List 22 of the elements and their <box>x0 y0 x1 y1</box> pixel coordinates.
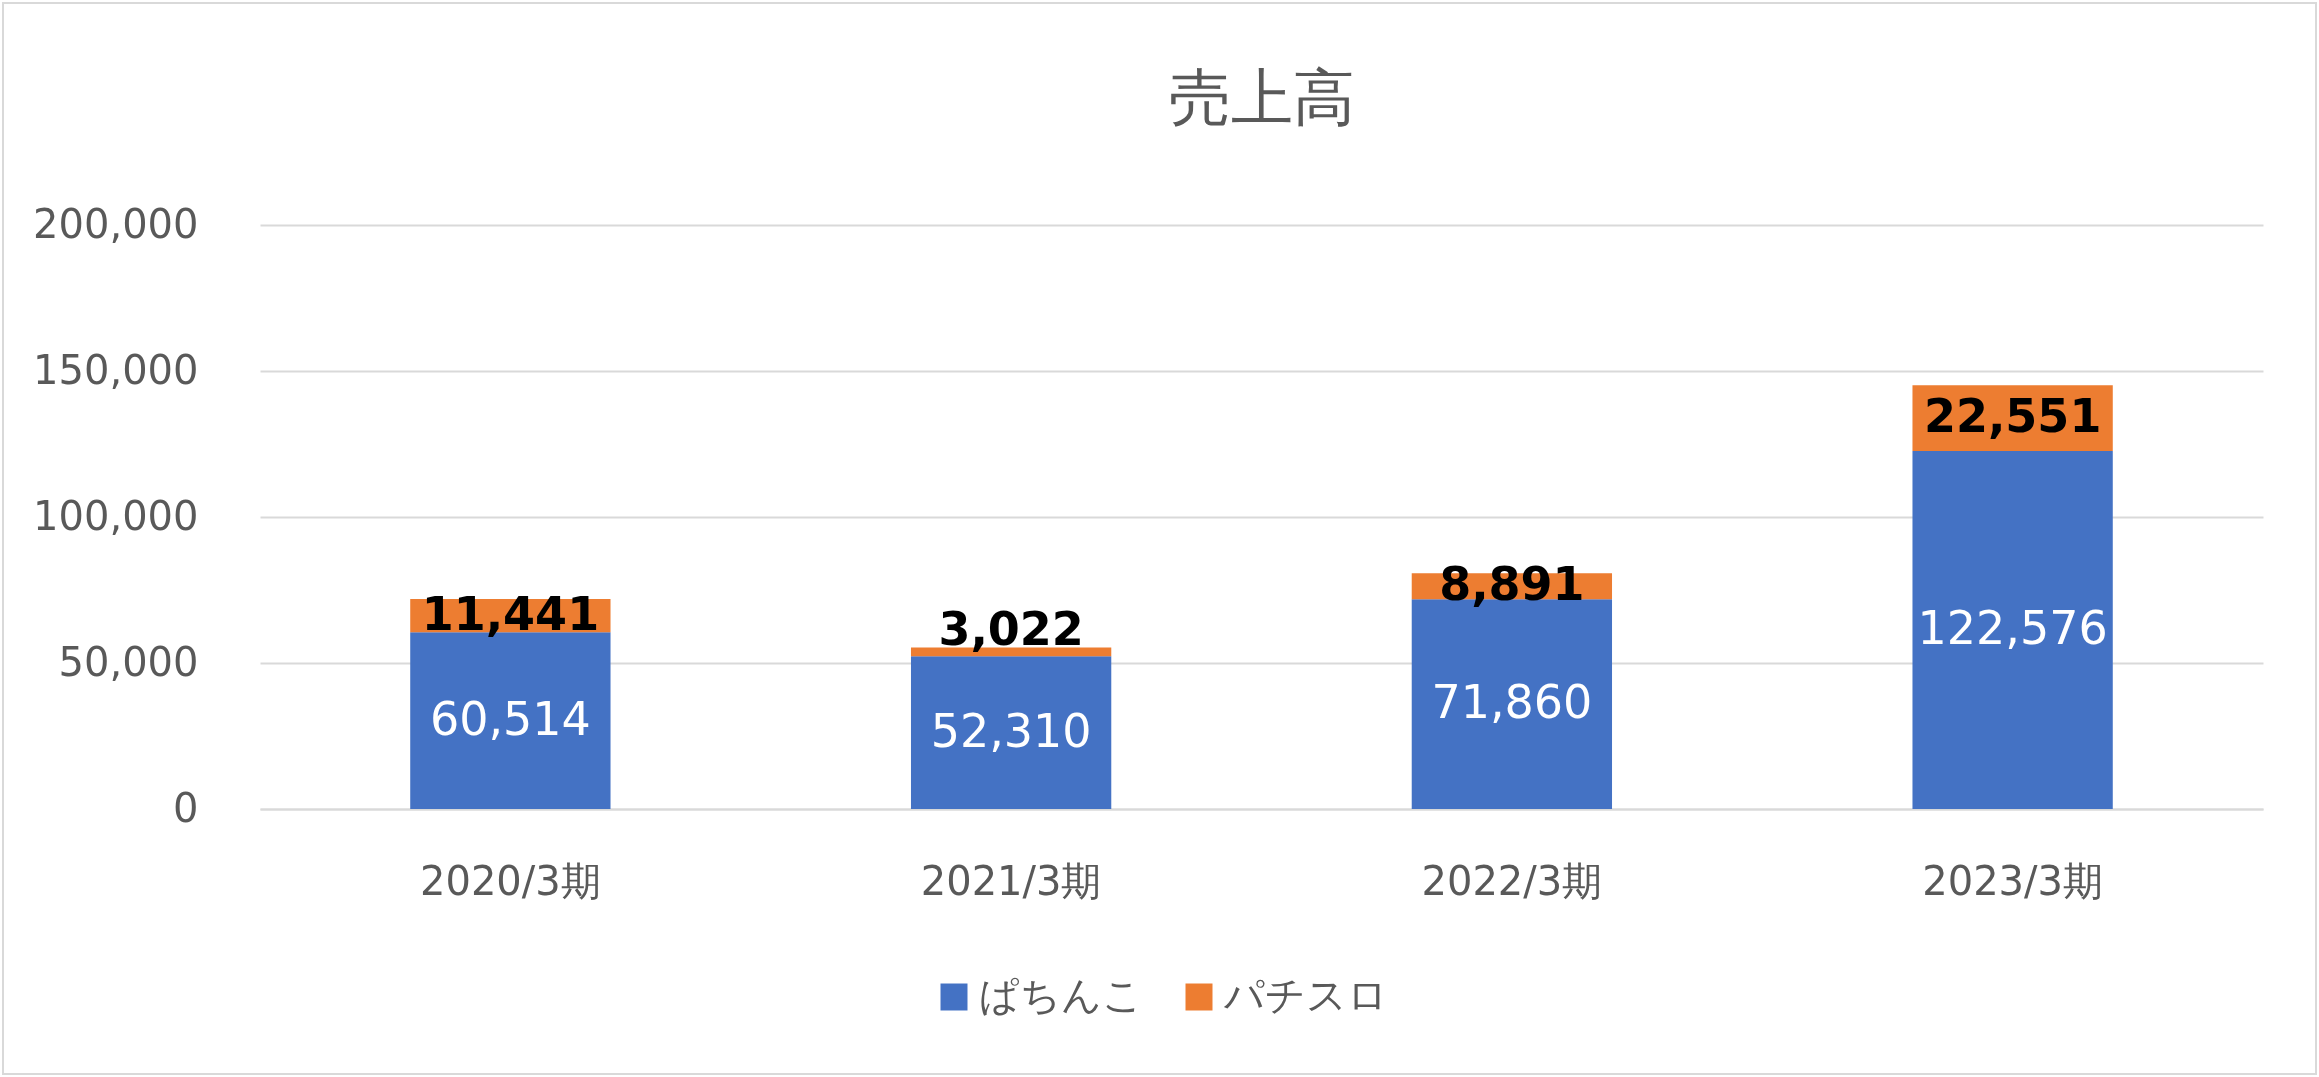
y-tick-label: 50,000 <box>58 638 199 685</box>
data-label: 52,310 <box>930 703 1092 758</box>
legend-label: パチスロ <box>1223 972 1388 1018</box>
data-label: 22,551 <box>1923 389 2102 444</box>
bar <box>1912 451 2113 809</box>
y-tick-label: 100,000 <box>33 492 199 539</box>
data-label: 8,891 <box>1439 557 1585 612</box>
chart-title: 売上高 <box>1168 61 1355 134</box>
data-label: 3,022 <box>938 602 1084 657</box>
data-label: 122,576 <box>1917 601 2108 656</box>
y-tick-label: 0 <box>173 784 199 831</box>
x-tick-label: 2020/3期 <box>420 857 601 904</box>
data-label: 60,514 <box>429 691 591 746</box>
legend-label: ぱちんこ <box>979 972 1143 1018</box>
data-label: 11,441 <box>421 586 600 641</box>
x-tick-label: 2023/3期 <box>1922 857 2103 904</box>
y-tick-label: 150,000 <box>33 346 199 393</box>
y-tick-label: 200,000 <box>33 200 199 247</box>
x-tick-label: 2022/3期 <box>1421 857 1603 904</box>
data-label: 71,860 <box>1431 675 1593 730</box>
bar <box>910 656 1112 809</box>
x-tick-label: 2021/3期 <box>920 857 1102 904</box>
